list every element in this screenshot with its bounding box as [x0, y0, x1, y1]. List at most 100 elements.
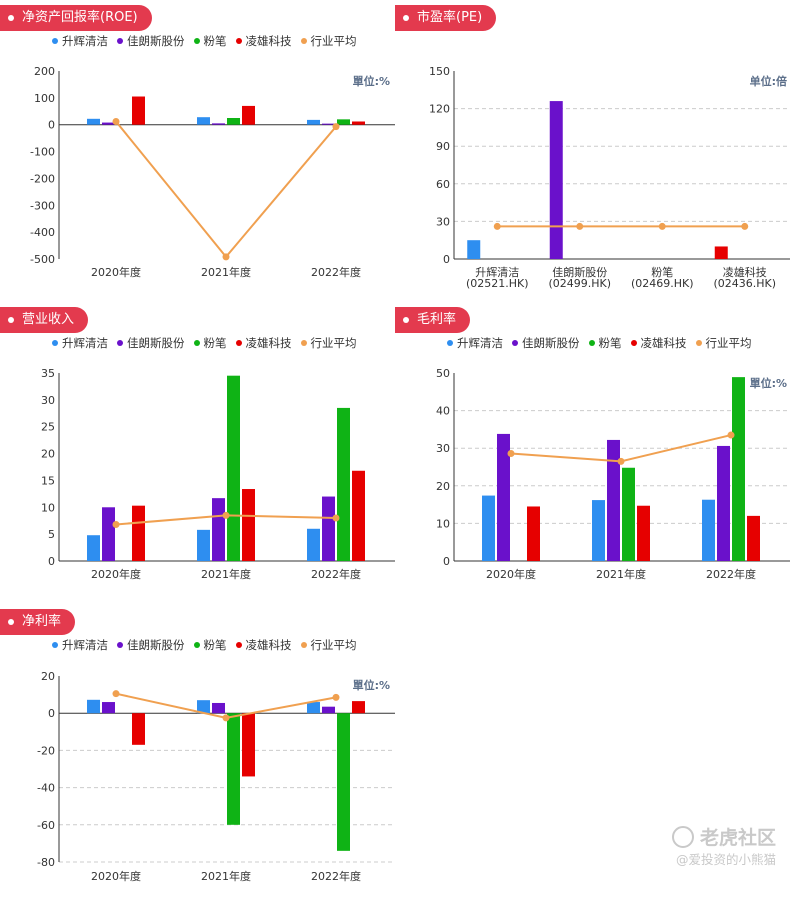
legend-swatch — [235, 641, 242, 648]
panel-net-margin: 净利率 升辉清洁 佳朗斯股份 粉笔 凌雄科技 行业平均 20 0 -20 -40 -60 -80 單… — [0, 604, 395, 906]
bar-凌雄科技 — [637, 505, 650, 561]
avg-point — [332, 123, 340, 131]
chart-title: 毛利率 — [417, 312, 457, 327]
bar-凌雄科技 — [747, 515, 760, 561]
y-tick-label: 150 — [429, 65, 450, 78]
legend-label: 升辉清洁 — [62, 34, 108, 48]
bar-粉笔 — [227, 375, 240, 561]
legend-label: 行业平均 — [310, 336, 357, 350]
legend-label: 行业平均 — [310, 638, 357, 652]
legend-swatch — [117, 37, 123, 44]
y-tick-label: 90 — [436, 140, 450, 153]
legend-swatch — [235, 339, 242, 346]
legend-item[interactable]: 粉笔 — [193, 637, 227, 653]
legend-label: 粉笔 — [203, 638, 227, 652]
legend-swatch — [300, 339, 307, 346]
y-tick-label: 0 — [443, 253, 450, 266]
x-category-label: (02521.HK) — [466, 277, 529, 290]
avg-point — [576, 222, 584, 230]
legend-item[interactable]: 粉笔 — [193, 33, 227, 49]
y-tick-label: 20 — [41, 448, 55, 461]
chart-title-pill: 市盈率(PE) — [395, 5, 497, 31]
bar-佳朗斯股份 — [102, 507, 115, 561]
legend-item[interactable]: 凌雄科技 — [235, 335, 292, 351]
legend-item[interactable]: 升辉清洁 — [447, 335, 503, 351]
bar-凌雄科技 — [132, 505, 145, 561]
avg-point — [112, 117, 120, 125]
legend-item[interactable]: 凌雄科技 — [235, 33, 292, 49]
legend-item[interactable]: 凌雄科技 — [235, 637, 292, 653]
x-category-label: 2021年度 — [201, 567, 251, 581]
y-tick-label: 200 — [34, 65, 55, 78]
dot-icon — [403, 317, 409, 323]
x-category-label: 升辉清洁 — [475, 266, 519, 279]
y-tick-label: -400 — [30, 226, 55, 239]
x-category-label: 2020年度 — [486, 567, 536, 581]
bar-佳朗斯股份 — [549, 101, 563, 259]
legend-item[interactable]: 行业平均 — [695, 335, 752, 351]
legend-swatch — [235, 37, 242, 44]
legend-swatch — [447, 339, 453, 346]
chart-title-pill: 毛利率 — [395, 307, 471, 333]
legend-item[interactable]: 佳朗斯股份 — [512, 335, 580, 351]
y-tick-label: 30 — [436, 215, 450, 228]
bar-粉笔 — [227, 118, 240, 125]
bar-凌雄科技 — [352, 701, 365, 714]
x-category-label: 2020年度 — [91, 869, 141, 883]
y-tick-label: 40 — [436, 405, 450, 418]
bar-佳朗斯股份 — [322, 496, 335, 561]
legend-item[interactable]: 升辉清洁 — [52, 33, 108, 49]
legend-label: 凌雄科技 — [245, 638, 292, 652]
y-tick-label: 20 — [436, 480, 450, 493]
avg-point — [617, 457, 625, 465]
x-category-label: 2020年度 — [91, 265, 141, 279]
panel-pe: 市盈率(PE) 150 120 90 60 30 0 单位:倍 升辉清洁 (02521.HK) 佳… — [395, 0, 790, 302]
legend-swatch — [300, 37, 307, 44]
legend-label: 佳朗斯股份 — [522, 336, 580, 350]
legend-item[interactable]: 佳朗斯股份 — [117, 637, 185, 653]
bar-凌雄科技 — [527, 506, 540, 561]
x-category-label: 2021年度 — [201, 265, 251, 279]
panel-revenue: 营业收入 升辉清洁 佳朗斯股份 粉笔 凌雄科技 行业平均 35 30 25 20 15 10 5 0 2… — [0, 302, 395, 604]
legend: 升辉清洁 佳朗斯股份 粉笔 凌雄科技 行业平均 — [52, 637, 366, 653]
x-category-label: (02499.HK) — [548, 277, 611, 290]
legend-item[interactable]: 凌雄科技 — [630, 335, 687, 351]
bar-升辉清洁 — [87, 699, 100, 714]
legend-item[interactable]: 行业平均 — [300, 33, 357, 49]
bar-佳朗斯股份 — [717, 445, 730, 561]
y-tick-label: -200 — [30, 172, 55, 185]
bar-升辉清洁 — [307, 702, 320, 714]
legend-item[interactable]: 行业平均 — [300, 637, 357, 653]
bar-升辉清洁 — [197, 117, 210, 125]
legend-item[interactable]: 粉笔 — [588, 335, 622, 351]
legend-item[interactable]: 行业平均 — [300, 335, 357, 351]
legend-item[interactable]: 佳朗斯股份 — [117, 33, 185, 49]
avg-point — [332, 514, 340, 522]
bar-佳朗斯股份 — [102, 122, 115, 125]
x-category-label: 2022年度 — [311, 869, 361, 883]
legend-swatch — [117, 641, 123, 648]
bar-佳朗斯股份 — [212, 702, 225, 714]
bar-凌雄科技 — [132, 713, 145, 745]
bar-佳朗斯股份 — [102, 702, 115, 714]
legend-swatch — [193, 37, 200, 44]
bar-粉笔 — [227, 713, 240, 825]
bar-升辉清洁 — [87, 535, 100, 561]
bar-升辉清洁 — [592, 500, 605, 561]
chart-net-margin: 20 0 -20 -40 -60 -80 單位:% 2020年度 2021年度 2022年度 — [37, 670, 395, 883]
legend-item[interactable]: 粉笔 — [193, 335, 227, 351]
unit-label: 單位:% — [750, 376, 787, 390]
avg-line — [115, 120, 337, 259]
bar-粉笔 — [622, 467, 635, 561]
unit-label: 單位:% — [353, 678, 390, 692]
bar-佳朗斯股份 — [322, 123, 335, 125]
panel-gross-margin: 毛利率 升辉清洁 佳朗斯股份 粉笔 凌雄科技 行业平均 50 40 30 20 10 0 單位:% 2… — [395, 302, 790, 604]
bar-凌雄科技 — [714, 246, 728, 259]
legend-item[interactable]: 佳朗斯股份 — [117, 335, 185, 351]
legend-item[interactable]: 升辉清洁 — [52, 637, 108, 653]
y-tick-label: 0 — [443, 555, 450, 568]
watermark-author: @爱投资的小熊猫 — [675, 852, 776, 867]
legend: 升辉清洁 佳朗斯股份 粉笔 凌雄科技 行业平均 — [52, 33, 366, 49]
legend-item[interactable]: 升辉清洁 — [52, 335, 108, 351]
legend-label: 凌雄科技 — [640, 336, 687, 350]
